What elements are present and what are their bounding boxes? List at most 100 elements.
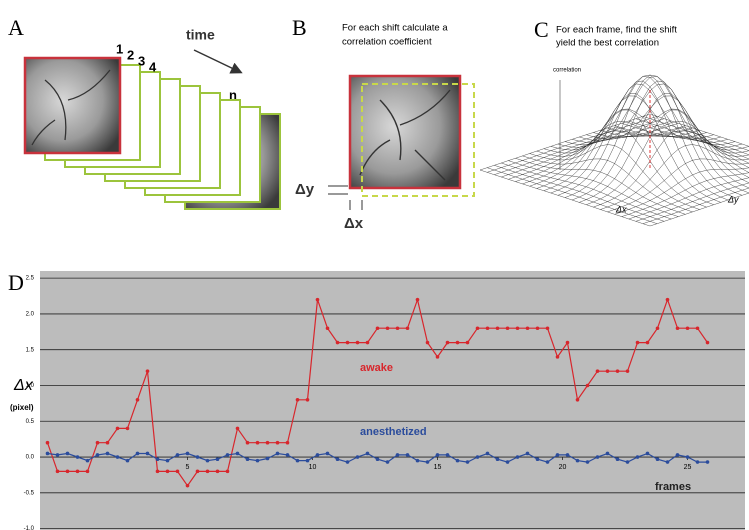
panel-letter: D [8,270,24,295]
point [615,457,620,461]
point [335,340,340,345]
point [105,440,110,445]
point [495,457,500,461]
point [315,453,320,457]
mesh-line [494,165,665,222]
point [75,469,80,474]
point [195,455,200,459]
x-tick-label: 20 [559,464,567,471]
point [105,451,110,456]
point [485,451,490,456]
mesh-line [635,182,749,222]
point [595,455,600,459]
point [335,457,340,461]
mesh-line [501,162,672,220]
point [465,340,470,345]
point [645,340,650,345]
panel-letter: C [534,17,549,42]
point [405,326,410,331]
y-tick-label: 1.0 [26,383,35,389]
point [495,326,500,331]
point [205,458,210,463]
point [65,451,70,456]
y-tick-label: 0.5 [26,419,35,425]
caption: For each shift calculate a [342,23,448,34]
x-label: Δx [615,204,627,214]
point [265,440,270,445]
point [355,340,360,345]
point [275,440,280,445]
point [65,469,70,474]
point [425,340,430,345]
point [365,451,370,456]
point [95,453,100,457]
point [375,326,380,331]
point [115,455,120,459]
point [175,453,180,457]
y-tick-label: -1.0 [24,526,35,530]
point [625,369,630,373]
point [155,457,160,461]
point [545,460,550,464]
point [145,451,150,456]
point [585,383,590,388]
point [685,326,690,331]
point [95,440,100,445]
y-axis-unit: (pixel) [10,403,34,412]
frame-number: n [229,87,237,102]
point [465,460,470,464]
mesh-line [487,116,658,173]
point [45,440,50,445]
point [655,326,660,331]
point [325,451,330,456]
point [75,455,80,459]
point [435,355,440,359]
y-tick-label: 1.5 [26,347,35,353]
x-tick-label: 5 [186,464,190,471]
mesh-line [515,125,686,182]
point [265,456,270,461]
point [155,469,160,474]
point [665,460,670,464]
caption: correlation coefficient [342,37,432,48]
panel-d: D Δx (pixel) 2.5 2.0 1.5 1.0 0.5 0.0 -0.5 -1.0 5… [8,270,745,530]
mesh-line [529,144,700,210]
dy-label: Δy [295,181,315,198]
panel-letter: B [292,15,307,40]
point [85,458,90,463]
point [365,340,370,345]
frame-number: 1 [116,41,123,56]
point [505,460,510,464]
point [295,398,300,402]
x-axis-label: frames [655,481,691,493]
mesh-line [508,160,679,217]
point [455,340,460,345]
point [395,453,400,457]
time-arrow [193,49,243,74]
point [345,460,350,464]
point [55,453,60,457]
mesh-line [479,113,651,171]
point [555,453,560,457]
mesh-line [600,144,749,210]
frame-number: 2 [127,47,134,62]
point [45,451,50,456]
mesh-line [649,192,749,227]
y-axis-label: Δx [13,377,34,394]
point [275,451,280,456]
point [505,326,510,331]
point [185,451,190,456]
mesh-line [593,127,749,208]
point [435,453,440,457]
point [415,458,420,463]
point [225,453,230,457]
point [205,469,210,474]
series-label: anesthetized [360,426,427,438]
panel-c: C For each frame, find the shift yield t… [479,17,749,227]
point [125,426,130,431]
frame-number: 4 [149,59,157,74]
point [705,460,710,464]
point [355,455,360,459]
point [605,369,610,373]
point [485,326,490,331]
